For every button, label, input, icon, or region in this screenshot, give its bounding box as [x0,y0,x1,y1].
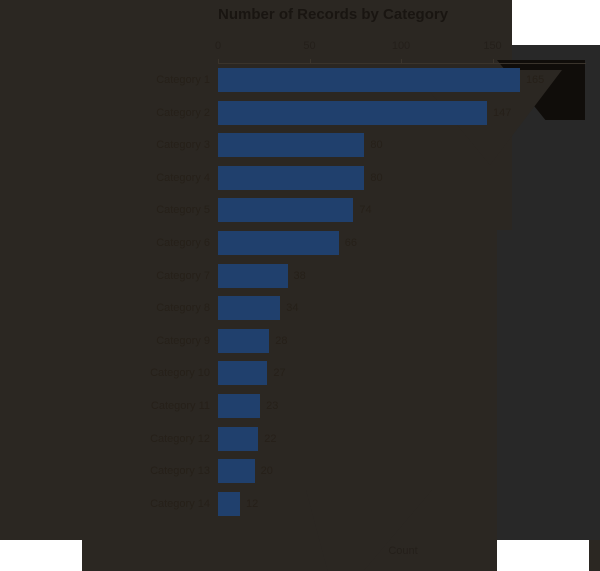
x-axis-tick-label: 0 [214,40,222,52]
bar-value-label: 22 [264,432,277,445]
bar-row: Category 13 20 [150,455,584,488]
bar[interactable] [218,361,268,386]
bar-value-label: 38 [293,269,306,282]
bar-category-label: Category 12 [150,432,210,445]
bar[interactable] [218,491,240,516]
plot-area: Category 1 165 Category 2 147 Category 3 80 Ca… [150,64,584,534]
bar[interactable] [218,394,261,418]
x-axis-tick [401,59,402,64]
bar-row: Category 11 23 [151,390,584,423]
bar[interactable] [218,231,339,255]
x-axis-tick [309,59,311,64]
bar-category-label: Category 7 [156,269,210,282]
bar[interactable] [218,263,288,288]
right-edge-rule [589,540,592,571]
x-axis-tick [492,59,494,64]
bar-row: Category 6 66 [156,227,584,260]
bar-row: Category 5 74 [156,194,584,227]
bar-value-label: 66 [344,237,358,249]
cutout-bottom-left [0,540,82,571]
bar-category-label: Category 5 [156,204,210,217]
bar-row: Category 8 34 [156,292,584,325]
bar[interactable] [218,68,520,92]
bar-row: Category 9 28 [156,325,584,358]
bar-category-label: Category 3 [156,139,210,152]
right-panel-lower [497,230,600,540]
bar[interactable] [218,296,281,321]
bar-category-label: Category 10 [150,367,210,380]
bar-value-label: 80 [370,171,383,184]
x-axis-line [218,63,586,64]
bar[interactable] [218,133,365,158]
x-axis-label: Count [388,545,418,557]
bar-value-label: 12 [245,497,259,510]
bar-row: Category 7 38 [156,260,584,293]
bar-value-label: 27 [273,367,286,380]
bar-row: Category 1 165 [156,64,584,97]
bar-category-label: Category 11 [150,400,210,412]
bar-category-label: Category 4 [156,171,210,184]
bar-row: Category 10 27 [150,357,584,390]
x-axis-tick-label: 150 [483,40,502,52]
bar-value-label: 74 [359,204,372,217]
bar-category-label: Category 2 [156,106,210,119]
bar[interactable] [218,426,259,451]
bar[interactable] [218,100,487,125]
bar-value-label: 34 [286,302,299,315]
bar[interactable] [218,165,365,190]
bar-value-label: 80 [370,139,383,152]
x-axis-tick-label: 50 [303,40,316,52]
cutout-top-right [512,0,600,45]
bar-row: Category 2 147 [156,97,584,130]
bar-category-label: Category 6 [156,237,210,249]
bar-value-label: 28 [275,334,288,347]
bar-category-label: Category 8 [156,302,210,315]
bar-row: Category 14 12 [150,488,584,521]
bar[interactable] [218,459,255,484]
bar[interactable] [218,198,354,223]
x-axis-tick [218,59,219,64]
bar[interactable] [218,328,270,353]
bar-row: Category 3 80 [156,129,584,162]
bar-category-label: Category 1 [156,74,210,86]
bar-value-label: 23 [266,400,279,412]
cutout-bottom-right [497,540,589,571]
bar-row: Category 4 80 [156,162,584,195]
bar-value-label: 165 [525,74,545,86]
bar-value-label: 20 [260,465,273,478]
bar-value-label: 147 [493,106,512,119]
chart-title: Number of Records by Category [218,6,449,23]
x-axis-tick-label: 100 [391,40,411,52]
bar-category-label: Category 9 [156,334,210,347]
bar-row: Category 12 22 [150,423,584,456]
bar-category-label: Category 14 [150,497,210,510]
bar-category-label: Category 13 [150,465,210,478]
